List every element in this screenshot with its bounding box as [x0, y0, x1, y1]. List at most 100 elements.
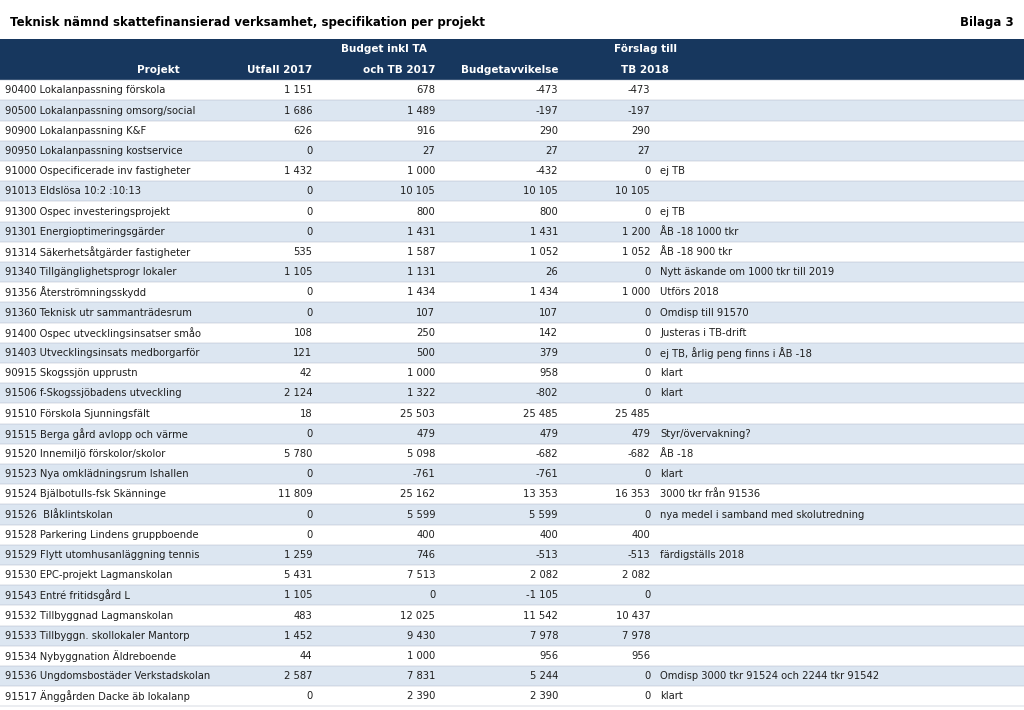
Bar: [0, 141, 1024, 161]
Text: 91520 Innemiljö förskolor/skolor: 91520 Innemiljö förskolor/skolor: [5, 449, 166, 459]
Text: 90950 Lokalanpassning kostservice: 90950 Lokalanpassning kostservice: [5, 146, 182, 156]
Text: ej TB, årlig peng finns i ÅB -18: ej TB, årlig peng finns i ÅB -18: [660, 347, 812, 359]
Text: 2 124: 2 124: [284, 388, 312, 398]
Bar: [0, 39, 1024, 80]
Text: 535: 535: [293, 247, 312, 257]
Text: 25 503: 25 503: [400, 408, 435, 418]
Text: 0: 0: [306, 207, 312, 217]
Text: Utförs 2018: Utförs 2018: [660, 288, 719, 297]
Text: 956: 956: [539, 651, 558, 661]
Text: -432: -432: [536, 166, 558, 176]
Text: 16 353: 16 353: [615, 489, 650, 499]
Text: 91515 Berga gård avlopp och värme: 91515 Berga gård avlopp och värme: [5, 428, 188, 439]
Bar: [0, 504, 1024, 525]
Text: 250: 250: [416, 328, 435, 338]
Text: 483: 483: [294, 611, 312, 621]
Text: klart: klart: [660, 692, 683, 701]
Text: 916: 916: [416, 126, 435, 136]
Text: Förslag till: Förslag till: [613, 44, 677, 54]
Text: 0: 0: [644, 510, 650, 520]
Bar: [0, 565, 1024, 585]
Text: -1 105: -1 105: [526, 590, 558, 601]
Text: Budgetavvikelse: Budgetavvikelse: [461, 65, 558, 75]
Bar: [0, 181, 1024, 202]
Bar: [0, 262, 1024, 283]
Text: 1 000: 1 000: [407, 651, 435, 661]
Text: 0: 0: [644, 307, 650, 317]
Text: 18: 18: [300, 408, 312, 418]
Text: Bilaga 3: Bilaga 3: [961, 16, 1014, 28]
Text: 400: 400: [417, 530, 435, 540]
Text: 0: 0: [306, 469, 312, 479]
Text: 91403 Utvecklingsinsats medborgarför: 91403 Utvecklingsinsats medborgarför: [5, 348, 200, 358]
Text: 0: 0: [306, 226, 312, 236]
Text: 800: 800: [417, 207, 435, 217]
Text: 1 686: 1 686: [284, 106, 312, 116]
Text: 27: 27: [423, 146, 435, 156]
Text: 11 542: 11 542: [523, 611, 558, 621]
Text: 12 025: 12 025: [400, 611, 435, 621]
Text: 1 587: 1 587: [407, 247, 435, 257]
Text: 746: 746: [416, 550, 435, 560]
Text: 108: 108: [294, 328, 312, 338]
Text: 0: 0: [306, 510, 312, 520]
Text: TB 2018: TB 2018: [622, 65, 669, 75]
Text: klart: klart: [660, 469, 683, 479]
Text: 0: 0: [644, 207, 650, 217]
Text: 0: 0: [644, 368, 650, 378]
Text: 0: 0: [644, 267, 650, 277]
Bar: [0, 687, 1024, 706]
Bar: [0, 80, 1024, 100]
Text: 479: 479: [416, 429, 435, 439]
Text: 91301 Energioptimeringsgärder: 91301 Energioptimeringsgärder: [5, 226, 165, 236]
Bar: [0, 322, 1024, 343]
Bar: [0, 161, 1024, 181]
Text: 1 000: 1 000: [622, 288, 650, 297]
Text: 91510 Förskola Sjunningsfält: 91510 Förskola Sjunningsfält: [5, 408, 150, 418]
Text: 5 599: 5 599: [529, 510, 558, 520]
Text: 1 434: 1 434: [529, 288, 558, 297]
Text: 678: 678: [416, 85, 435, 95]
Text: Utfall 2017: Utfall 2017: [247, 65, 312, 75]
Bar: [0, 242, 1024, 262]
Text: 0: 0: [429, 590, 435, 601]
Text: 91314 Säkerhetsåtgärder fastigheter: 91314 Säkerhetsåtgärder fastigheter: [5, 246, 190, 258]
Text: 1 052: 1 052: [529, 247, 558, 257]
Text: 26: 26: [546, 267, 558, 277]
Text: 0: 0: [644, 671, 650, 681]
Text: 142: 142: [539, 328, 558, 338]
Text: -682: -682: [536, 449, 558, 459]
Bar: [0, 444, 1024, 464]
Text: 800: 800: [540, 207, 558, 217]
Text: Projekt: Projekt: [137, 65, 180, 75]
Text: 91532 Tillbyggnad Lagmanskolan: 91532 Tillbyggnad Lagmanskolan: [5, 611, 173, 621]
Text: 0: 0: [306, 307, 312, 317]
Text: 91013 Eldslösa 10:2 :10:13: 91013 Eldslösa 10:2 :10:13: [5, 186, 141, 197]
Bar: [0, 343, 1024, 363]
Text: 9 430: 9 430: [407, 630, 435, 640]
Text: 1 200: 1 200: [622, 226, 650, 236]
Bar: [0, 202, 1024, 222]
Bar: [0, 606, 1024, 626]
Text: 25 485: 25 485: [523, 408, 558, 418]
Text: Justeras i TB-drift: Justeras i TB-drift: [660, 328, 746, 338]
Text: 91533 Tillbyggn. skollokaler Mantorp: 91533 Tillbyggn. skollokaler Mantorp: [5, 630, 189, 640]
Text: 1 131: 1 131: [407, 267, 435, 277]
Bar: [0, 403, 1024, 424]
Text: 5 431: 5 431: [284, 570, 312, 580]
Bar: [0, 666, 1024, 687]
Text: Styr/övervakning?: Styr/övervakning?: [660, 429, 752, 439]
Text: nya medel i samband med skolutredning: nya medel i samband med skolutredning: [660, 510, 865, 520]
Text: ej TB: ej TB: [660, 207, 685, 217]
Text: 1 105: 1 105: [284, 267, 312, 277]
Text: färdigställs 2018: färdigställs 2018: [660, 550, 744, 560]
Text: -473: -473: [536, 85, 558, 95]
Text: 958: 958: [539, 368, 558, 378]
Text: 91000 Ospecificerade inv fastigheter: 91000 Ospecificerade inv fastigheter: [5, 166, 190, 176]
Bar: [0, 383, 1024, 403]
Text: 91543 Entré fritidsgård L: 91543 Entré fritidsgård L: [5, 589, 130, 601]
Text: 91360 Teknisk utr sammanträdesrum: 91360 Teknisk utr sammanträdesrum: [5, 307, 191, 317]
Text: 11 809: 11 809: [278, 489, 312, 499]
Text: 290: 290: [631, 126, 650, 136]
Text: 5 599: 5 599: [407, 510, 435, 520]
